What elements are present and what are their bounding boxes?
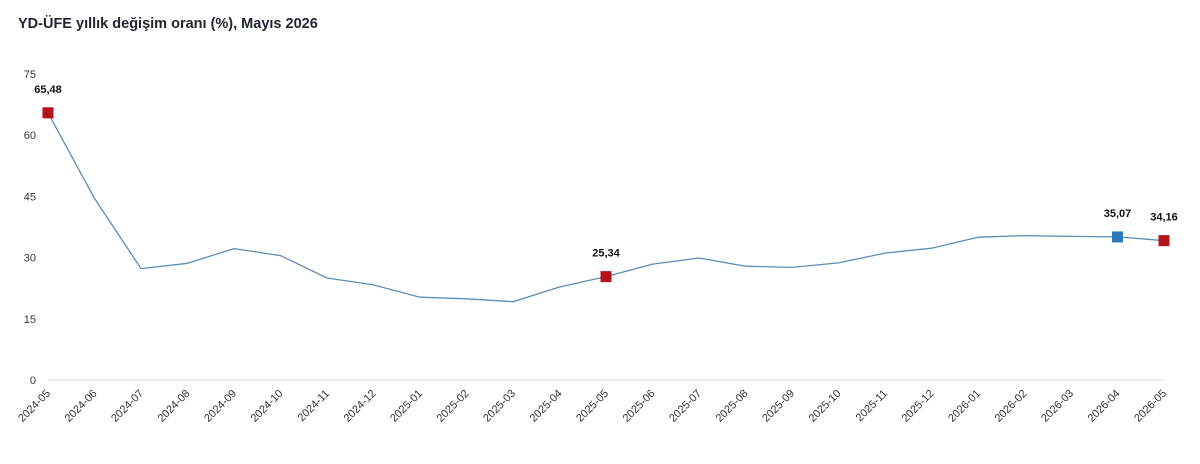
x-tick-label: 2024-06 [63, 388, 100, 425]
data-point-marker [600, 271, 612, 283]
y-tick-label: 30 [24, 253, 36, 265]
y-tick-label: 0 [30, 375, 36, 387]
x-tick-label: 2025-07 [667, 388, 704, 425]
data-label: 65,48 [34, 84, 62, 96]
x-tick-label: 2025-03 [481, 388, 518, 425]
x-tick-label: 2024-08 [156, 388, 193, 425]
x-tick-label: 2025-01 [388, 388, 425, 425]
x-tick-label: 2025-11 [854, 388, 890, 424]
x-tick-label: 2026-04 [1086, 388, 1123, 425]
y-tick-label: 75 [24, 69, 36, 81]
data-point-marker [42, 107, 54, 119]
x-tick-label: 2026-01 [946, 388, 983, 425]
x-tick-label: 2024-11 [296, 388, 332, 424]
x-tick-label: 2025-12 [900, 388, 937, 425]
x-tick-label: 2024-05 [16, 388, 53, 425]
data-label: 25,34 [592, 248, 620, 260]
y-tick-label: 15 [24, 314, 36, 326]
x-tick-label: 2024-12 [342, 388, 379, 425]
data-point-marker [1112, 231, 1123, 243]
x-tick-label: 2025-04 [528, 388, 565, 425]
y-axis: 0 15 30 45 60 75 [24, 69, 36, 387]
x-tick-label: 2025-08 [714, 388, 751, 425]
y-tick-label: 45 [24, 191, 36, 203]
x-tick-label: 2026-02 [993, 388, 1030, 425]
x-axis: 2024-05 2024-06 2024-07 2024-08 2024-09 2024-… [16, 379, 1169, 425]
y-tick-label: 60 [24, 130, 36, 142]
x-tick-label: 2025-10 [807, 388, 844, 425]
x-tick-label: 2026-05 [1132, 388, 1169, 425]
data-label: 34,16 [1150, 212, 1178, 224]
x-tick-label: 2026-03 [1039, 388, 1076, 425]
highlight-markers: 65,48 25,34 35,07 34,16 [34, 84, 1178, 283]
x-tick-label: 2024-09 [202, 388, 239, 425]
x-tick-label: 2025-09 [760, 388, 797, 425]
data-point-marker [1158, 235, 1170, 247]
x-tick-label: 2025-05 [574, 388, 611, 425]
x-tick-label: 2024-10 [249, 388, 286, 425]
x-tick-label: 2025-02 [435, 388, 472, 425]
x-tick-label: 2024-07 [109, 388, 146, 425]
chart-title: YD-ÜFE yıllık değişim oranı (%), Mayıs 2… [18, 16, 318, 32]
x-tick-label: 2025-06 [621, 388, 658, 425]
data-label: 35,07 [1104, 208, 1132, 220]
